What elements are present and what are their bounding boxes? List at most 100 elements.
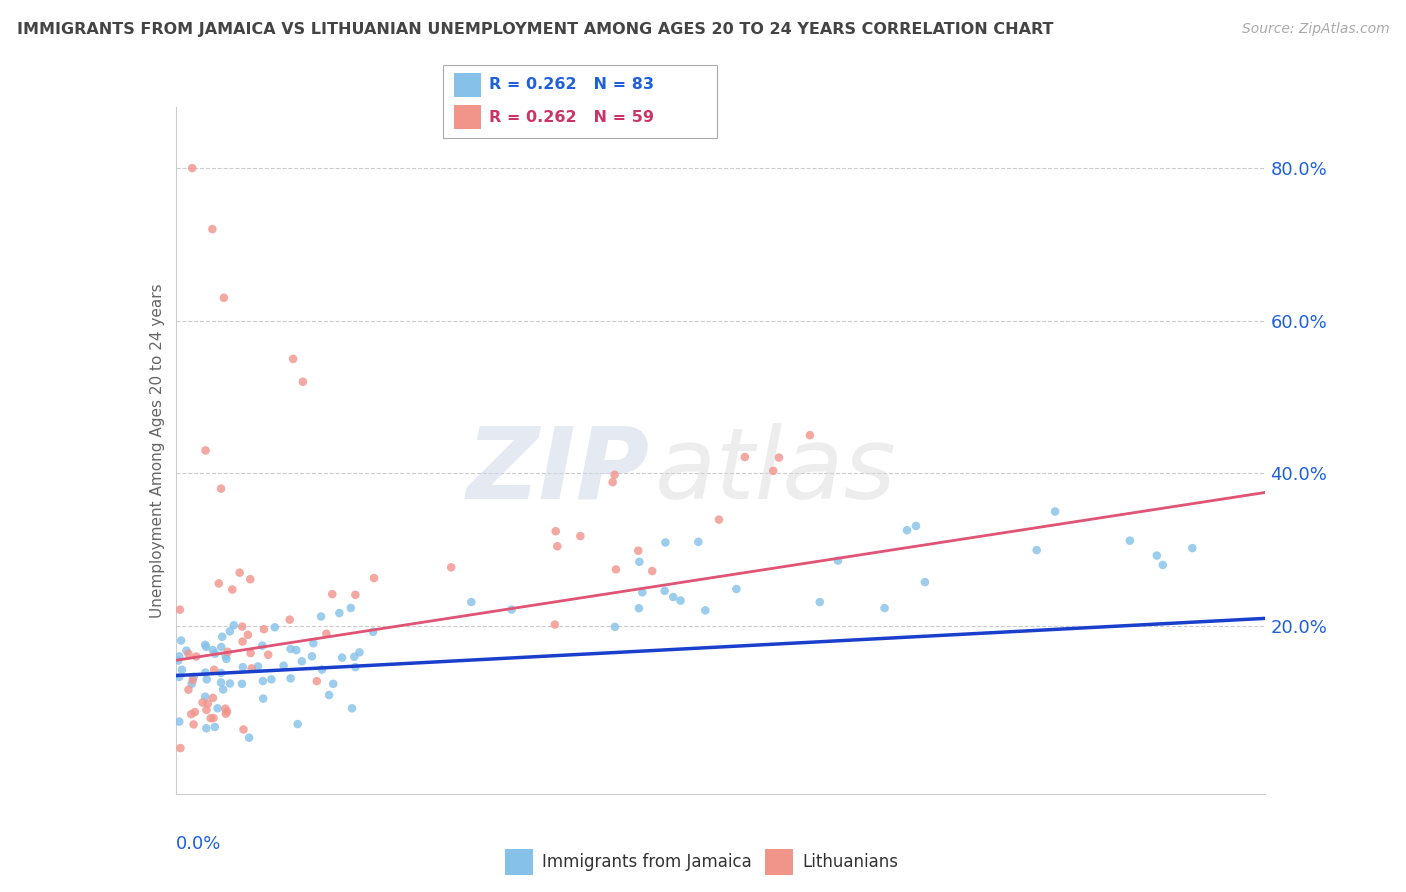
Point <box>340 601 363 615</box>
Point <box>180 677 202 691</box>
Point <box>207 701 229 715</box>
FancyBboxPatch shape <box>505 849 533 874</box>
Point <box>240 661 263 675</box>
Point <box>211 630 233 644</box>
Point <box>195 640 218 654</box>
Point <box>201 222 224 236</box>
Point <box>654 583 676 598</box>
Point <box>627 543 650 558</box>
Point <box>232 723 254 737</box>
Point <box>361 624 384 639</box>
Point <box>180 707 202 722</box>
Point <box>194 443 217 458</box>
Point <box>603 620 626 634</box>
Point <box>896 523 918 537</box>
Point <box>231 677 253 691</box>
Point <box>603 467 626 482</box>
Point <box>176 643 198 657</box>
Point <box>544 617 567 632</box>
Point <box>239 572 262 586</box>
Point <box>799 428 821 442</box>
Point <box>239 646 262 660</box>
Point <box>309 609 332 624</box>
Point <box>167 714 190 729</box>
Point <box>285 643 308 657</box>
Point <box>1119 533 1142 548</box>
Point <box>195 721 218 735</box>
Point <box>654 535 676 549</box>
FancyBboxPatch shape <box>454 105 481 129</box>
Point <box>762 464 785 478</box>
Point <box>1152 558 1174 572</box>
Point <box>170 663 193 677</box>
Point <box>628 555 651 569</box>
Point <box>170 633 193 648</box>
Point <box>197 697 219 711</box>
Point <box>236 628 259 642</box>
Point <box>194 638 217 652</box>
Point <box>218 676 240 690</box>
Point <box>181 161 204 175</box>
Point <box>212 682 235 697</box>
Point <box>232 634 254 648</box>
Point <box>169 649 191 664</box>
Point <box>605 562 627 576</box>
Point <box>349 645 371 659</box>
Point <box>204 720 226 734</box>
Point <box>340 701 363 715</box>
Text: Lithuanians: Lithuanians <box>801 853 898 871</box>
Point <box>305 674 328 689</box>
Point <box>202 663 225 677</box>
Point <box>231 619 253 633</box>
Point <box>315 626 337 640</box>
Point <box>209 665 232 680</box>
Point <box>440 560 463 574</box>
Point <box>177 682 200 697</box>
Point <box>278 613 301 627</box>
Text: 0.0%: 0.0% <box>176 835 221 853</box>
Y-axis label: Unemployment Among Ages 20 to 24 years: Unemployment Among Ages 20 to 24 years <box>149 283 165 618</box>
Text: R = 0.262   N = 83: R = 0.262 N = 83 <box>489 78 655 93</box>
Point <box>344 588 367 602</box>
Point <box>217 645 239 659</box>
Point <box>186 649 208 664</box>
Point <box>669 593 692 607</box>
Point <box>215 652 238 666</box>
Point <box>214 701 236 715</box>
Point <box>215 648 238 663</box>
Point <box>707 513 730 527</box>
Point <box>167 654 190 668</box>
Point <box>169 670 191 684</box>
Point <box>318 688 340 702</box>
Point <box>194 690 217 704</box>
Point <box>569 529 592 543</box>
FancyBboxPatch shape <box>765 849 793 874</box>
Point <box>1146 549 1168 563</box>
Point <box>247 659 270 673</box>
Point <box>311 663 333 677</box>
Point <box>641 564 664 578</box>
Point <box>302 636 325 650</box>
Point <box>725 582 748 596</box>
Point <box>201 690 224 705</box>
Point <box>200 711 222 725</box>
Point <box>184 705 207 719</box>
Point <box>201 643 224 657</box>
Point <box>1043 504 1066 518</box>
Point <box>688 534 710 549</box>
Point <box>204 647 226 661</box>
Point <box>734 450 756 464</box>
Point <box>301 649 323 664</box>
Point <box>228 566 250 580</box>
Point <box>544 524 567 539</box>
Point <box>662 590 685 604</box>
Point <box>291 375 314 389</box>
Point <box>195 703 218 717</box>
Point <box>202 711 225 725</box>
Point <box>252 674 274 689</box>
Point <box>215 706 238 721</box>
Point <box>263 620 285 634</box>
Point <box>209 482 232 496</box>
Point <box>280 672 302 686</box>
Point <box>209 640 232 654</box>
